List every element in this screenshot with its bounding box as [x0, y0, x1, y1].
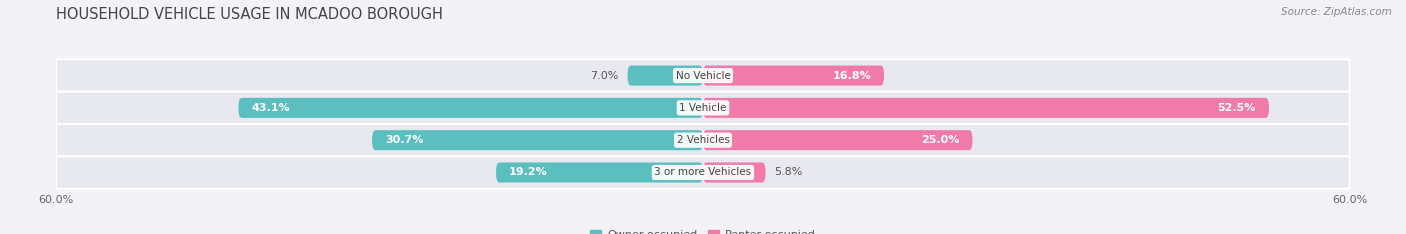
- Text: 30.7%: 30.7%: [385, 135, 423, 145]
- Text: 7.0%: 7.0%: [591, 70, 619, 80]
- FancyBboxPatch shape: [703, 98, 1270, 118]
- FancyBboxPatch shape: [56, 124, 1350, 156]
- Text: 1 Vehicle: 1 Vehicle: [679, 103, 727, 113]
- Text: HOUSEHOLD VEHICLE USAGE IN MCADOO BOROUGH: HOUSEHOLD VEHICLE USAGE IN MCADOO BOROUG…: [56, 7, 443, 22]
- Text: 25.0%: 25.0%: [921, 135, 959, 145]
- FancyBboxPatch shape: [56, 59, 1350, 92]
- Legend: Owner-occupied, Renter-occupied: Owner-occupied, Renter-occupied: [588, 227, 818, 234]
- FancyBboxPatch shape: [627, 66, 703, 86]
- FancyBboxPatch shape: [373, 130, 703, 150]
- Text: 5.8%: 5.8%: [775, 168, 803, 178]
- FancyBboxPatch shape: [703, 162, 765, 183]
- FancyBboxPatch shape: [496, 162, 703, 183]
- FancyBboxPatch shape: [239, 98, 703, 118]
- Text: 3 or more Vehicles: 3 or more Vehicles: [654, 168, 752, 178]
- FancyBboxPatch shape: [56, 92, 1350, 124]
- Text: 16.8%: 16.8%: [832, 70, 872, 80]
- Text: 2 Vehicles: 2 Vehicles: [676, 135, 730, 145]
- FancyBboxPatch shape: [56, 156, 1350, 189]
- Text: 43.1%: 43.1%: [252, 103, 290, 113]
- Text: Source: ZipAtlas.com: Source: ZipAtlas.com: [1281, 7, 1392, 17]
- Text: 19.2%: 19.2%: [509, 168, 548, 178]
- Text: No Vehicle: No Vehicle: [675, 70, 731, 80]
- FancyBboxPatch shape: [703, 130, 973, 150]
- Text: 52.5%: 52.5%: [1218, 103, 1256, 113]
- FancyBboxPatch shape: [703, 66, 884, 86]
